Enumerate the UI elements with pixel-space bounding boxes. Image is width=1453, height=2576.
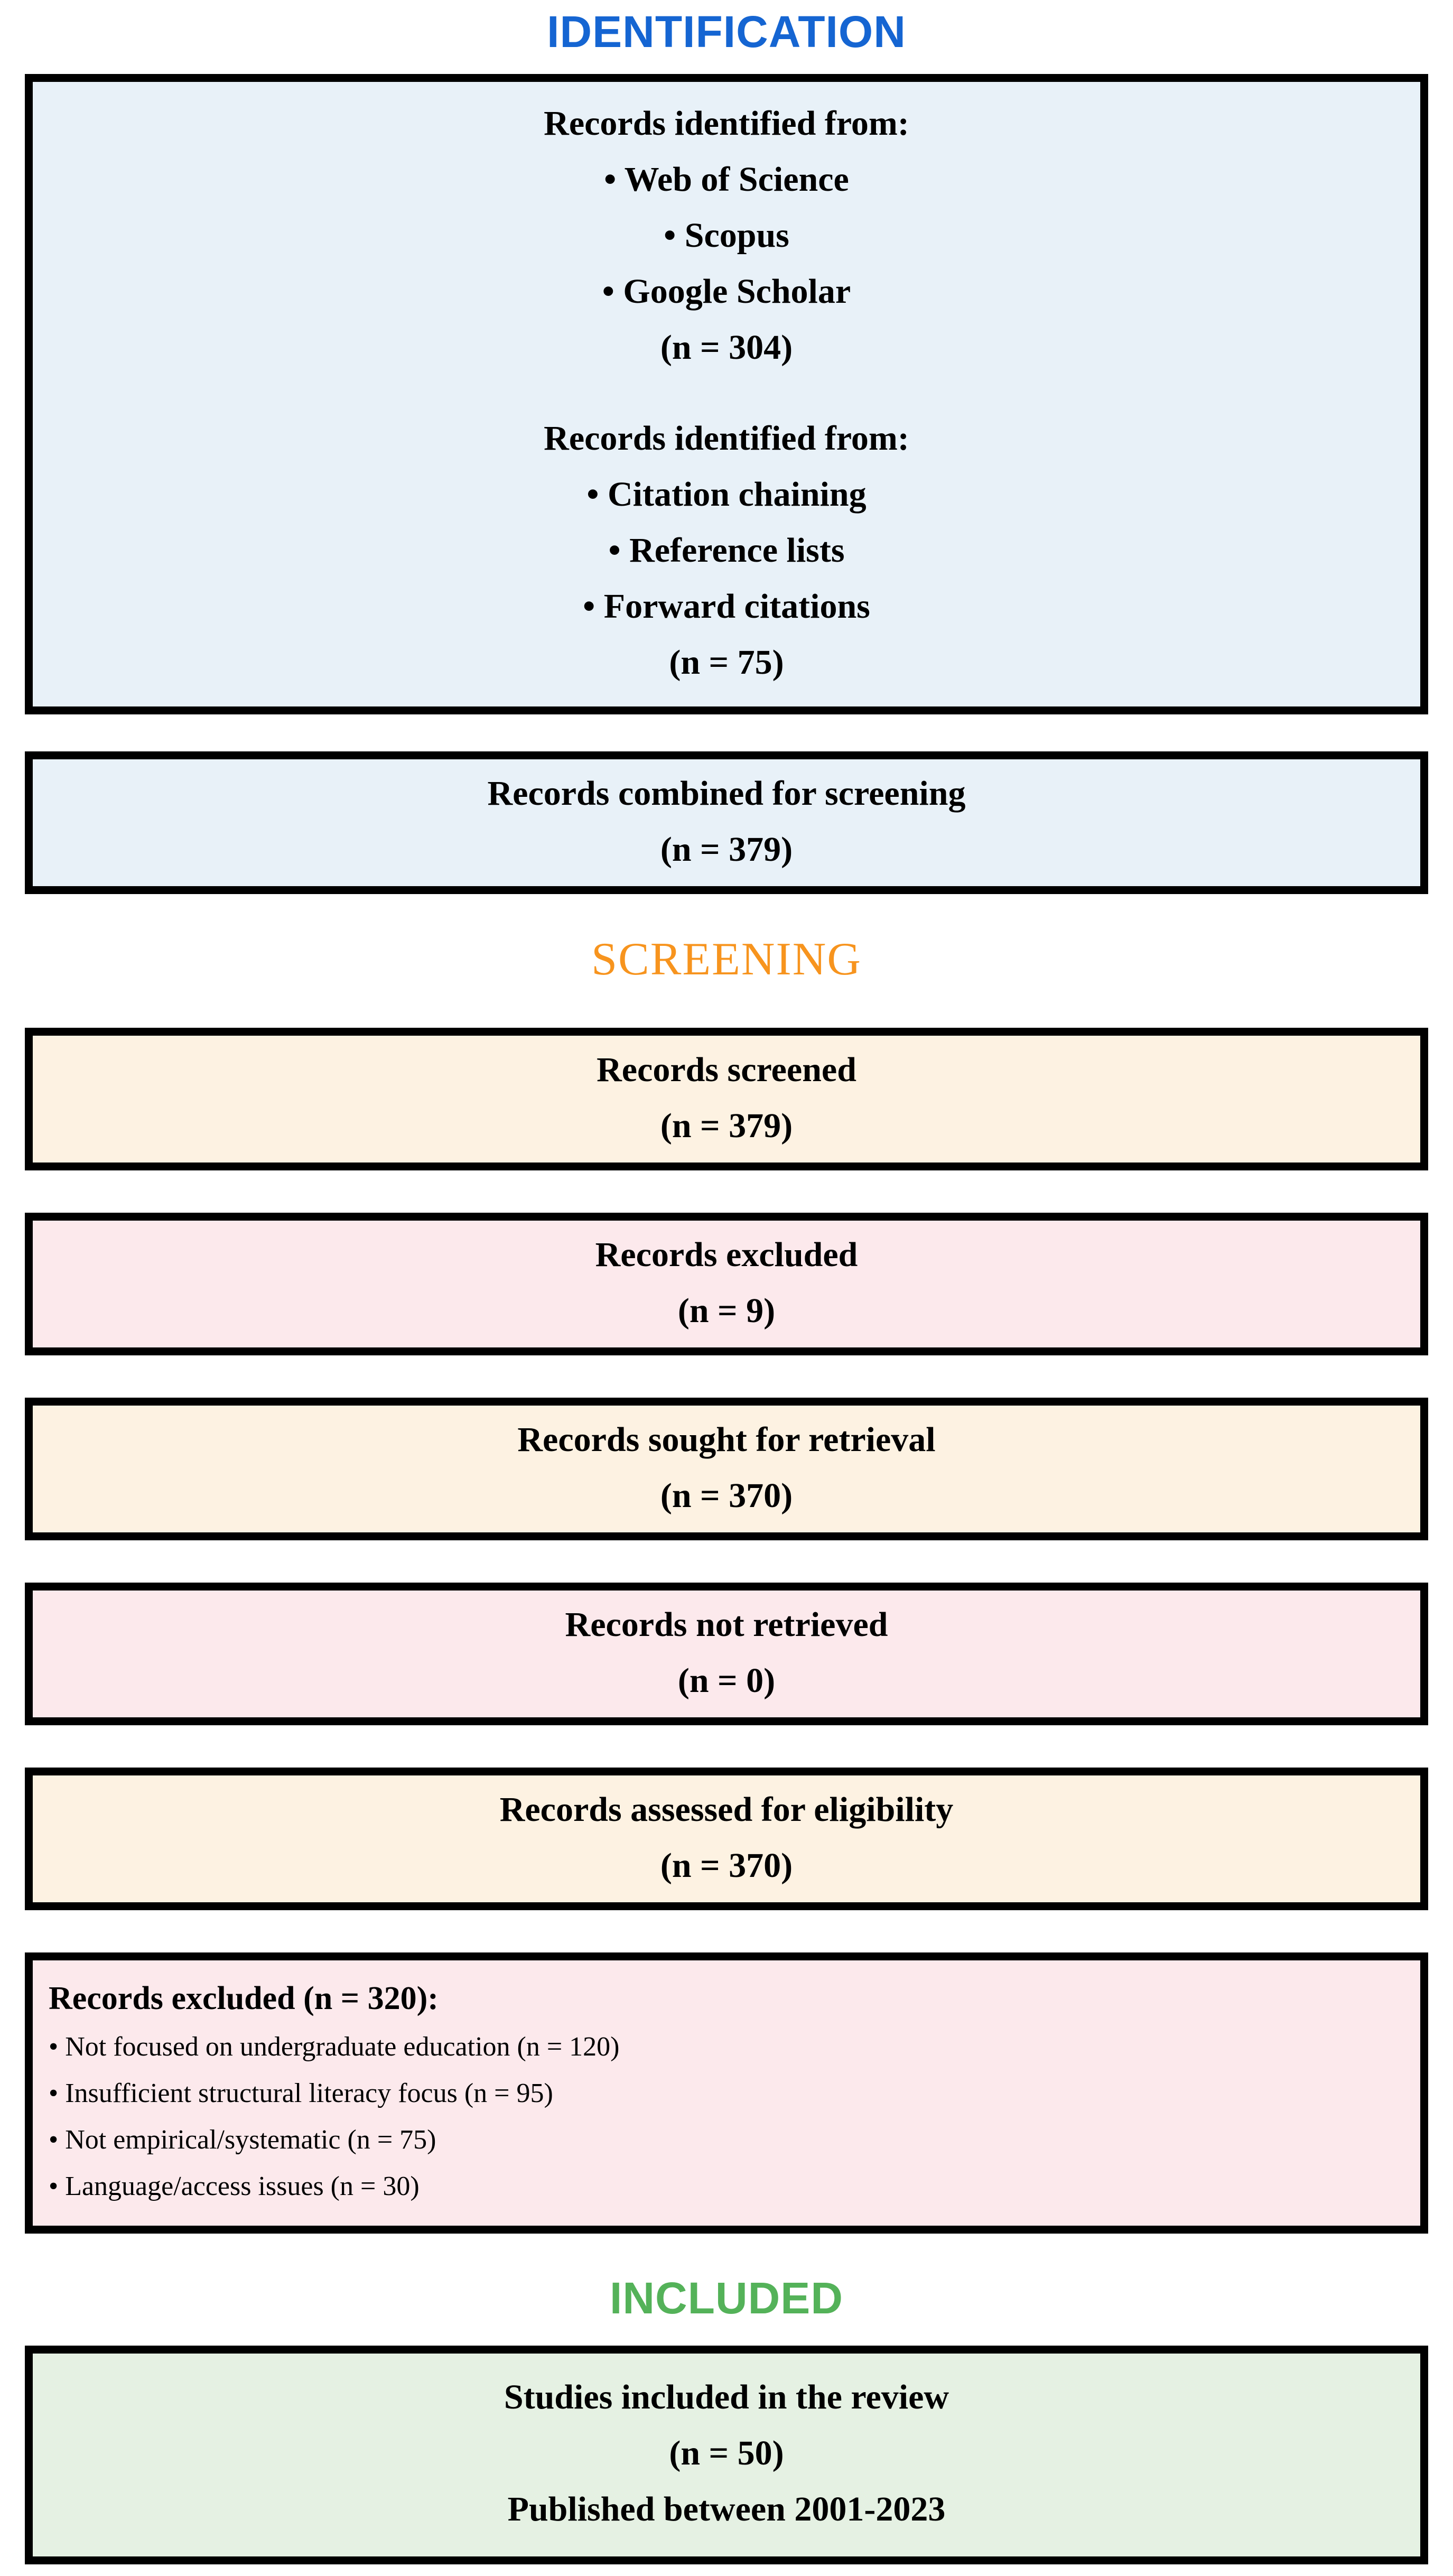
bullet-line: • Reference lists [608,531,845,570]
box-line: Records assessed for eligibility [499,1790,954,1829]
records-identified-databases-group: Records identified from: • Web of Scienc… [43,96,1410,376]
box-line: Records identified from: [544,104,909,143]
stage-title-identification: IDENTIFICATION [547,7,906,57]
stage-title-included: INCLUDED [610,2273,843,2323]
box-records-excluded-eligibility: Records excluded (n = 320): • Not focuse… [25,1952,1428,2234]
box-line: Published between 2001-2023 [507,2490,946,2528]
count-line: (n = 379) [660,830,793,869]
records-identified-other-group: Records identified from: • Citation chai… [43,411,1410,691]
bullet-line: • Forward citations [583,587,870,626]
box-line: Records screened [597,1050,856,1089]
count-line: (n = 50) [669,2434,784,2472]
bullet-line: • Google Scholar [602,272,851,311]
box-records-excluded-screening: Records excluded (n = 9) [25,1213,1428,1355]
box-records-combined: Records combined for screening (n = 379) [25,751,1428,894]
count-line: (n = 370) [660,1476,793,1515]
count-line: (n = 0) [677,1661,776,1700]
bullet-line: • Citation chaining [586,475,867,514]
count-line: (n = 370) [660,1846,793,1885]
count-line: (n = 379) [660,1106,793,1145]
box-records-sought: Records sought for retrieval (n = 370) [25,1398,1428,1540]
box-records-not-retrieved: Records not retrieved (n = 0) [25,1583,1428,1725]
box-records-identified: Records identified from: • Web of Scienc… [25,74,1428,714]
count-line: (n = 75) [669,643,784,682]
box-line: Records identified from: [544,419,909,458]
bullet-line: • Web of Science [604,160,849,199]
exclusion-reason: • Not empirical/systematic (n = 75) [49,2125,436,2155]
box-line: Records sought for retrieval [517,1420,936,1459]
count-line: (n = 304) [660,328,793,367]
box-records-assessed: Records assessed for eligibility (n = 37… [25,1768,1428,1910]
box-records-screened: Records screened (n = 379) [25,1028,1428,1170]
exclusion-title: Records excluded (n = 320): [49,1980,439,2016]
exclusion-reason: • Not focused on undergraduate education… [49,2032,620,2062]
box-line: Records excluded [595,1235,858,1274]
box-line: Studies included in the review [504,2378,949,2416]
exclusion-reason: • Language/access issues (n = 30) [49,2171,420,2201]
box-studies-included: Studies included in the review (n = 50) … [25,2346,1428,2564]
bullet-line: • Scopus [664,216,789,255]
exclusion-reason: • Insufficient structural literacy focus… [49,2078,553,2108]
count-line: (n = 9) [677,1291,776,1330]
stage-title-screening: SCREENING [591,934,862,985]
box-line: Records not retrieved [565,1605,888,1644]
box-line: Records combined for screening [487,774,966,813]
